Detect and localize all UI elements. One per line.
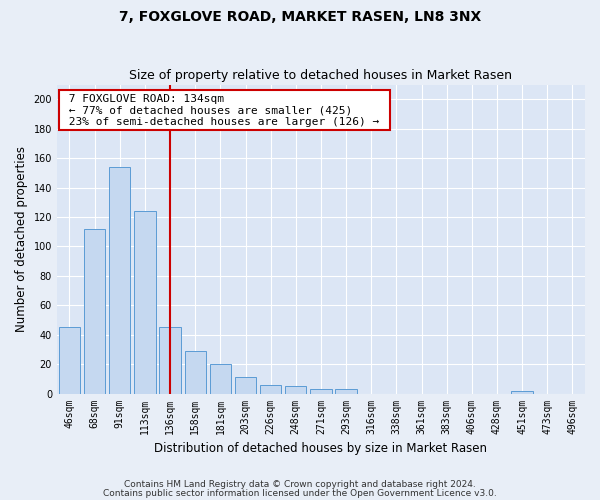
Text: 7, FOXGLOVE ROAD, MARKET RASEN, LN8 3NX: 7, FOXGLOVE ROAD, MARKET RASEN, LN8 3NX xyxy=(119,10,481,24)
Bar xyxy=(160,328,181,394)
Bar xyxy=(511,390,533,394)
Y-axis label: Number of detached properties: Number of detached properties xyxy=(15,146,28,332)
Bar xyxy=(310,389,332,394)
Bar xyxy=(235,378,256,394)
X-axis label: Distribution of detached houses by size in Market Rasen: Distribution of detached houses by size … xyxy=(154,442,487,455)
Bar xyxy=(134,211,155,394)
Text: Contains public sector information licensed under the Open Government Licence v3: Contains public sector information licen… xyxy=(103,489,497,498)
Text: Contains HM Land Registry data © Crown copyright and database right 2024.: Contains HM Land Registry data © Crown c… xyxy=(124,480,476,489)
Bar xyxy=(185,351,206,394)
Title: Size of property relative to detached houses in Market Rasen: Size of property relative to detached ho… xyxy=(130,69,512,82)
Bar xyxy=(209,364,231,394)
Text: 7 FOXGLOVE ROAD: 134sqm
 ← 77% of detached houses are smaller (425)
 23% of semi: 7 FOXGLOVE ROAD: 134sqm ← 77% of detache… xyxy=(62,94,386,127)
Bar xyxy=(84,229,106,394)
Bar xyxy=(335,389,357,394)
Bar xyxy=(59,328,80,394)
Bar xyxy=(260,384,281,394)
Bar xyxy=(109,167,130,394)
Bar xyxy=(285,386,307,394)
